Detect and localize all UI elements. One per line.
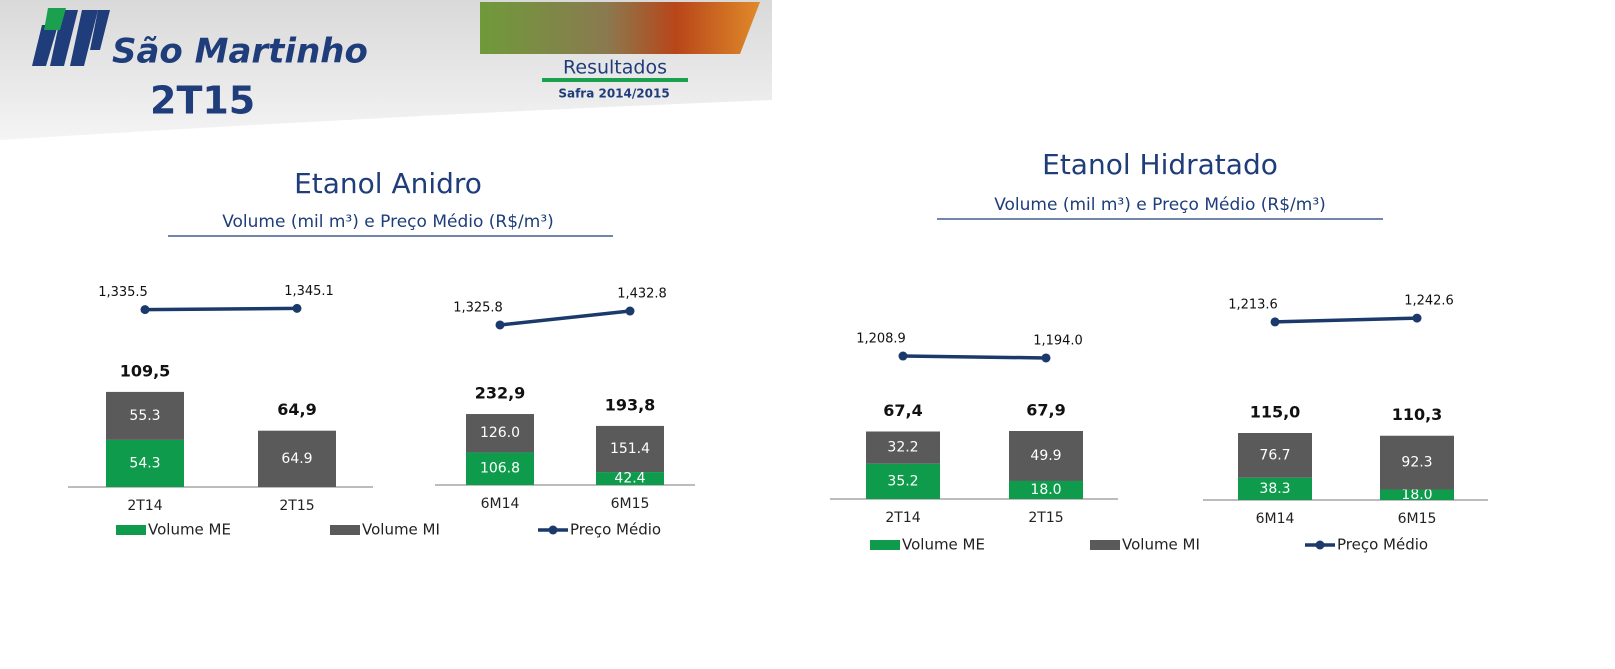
total-label: 67,4 xyxy=(883,401,922,420)
price-label: 1,242.6 xyxy=(1404,294,1454,309)
chart-title: Etanol Hidratado xyxy=(1042,148,1278,181)
bar-segment xyxy=(106,439,184,487)
bar-segment xyxy=(466,452,534,485)
segment-label: 76.7 xyxy=(1259,447,1290,463)
bar-segment xyxy=(866,431,940,464)
total-label: 232,9 xyxy=(475,384,526,403)
section: Resultados xyxy=(563,57,667,79)
price-label: 1,213.6 xyxy=(1228,297,1278,312)
price-label: 1,325.8 xyxy=(453,300,503,315)
legend-label: Volume ME xyxy=(902,536,985,554)
chart-title: Etanol Anidro xyxy=(294,167,482,200)
total-label: 115,0 xyxy=(1250,403,1301,422)
price-label: 1,194.0 xyxy=(1033,333,1083,348)
x-tick-label: 2T15 xyxy=(1028,510,1063,526)
period: 2T15 xyxy=(150,79,255,123)
bar-segment xyxy=(596,425,664,473)
segment-label: 106.8 xyxy=(480,461,520,477)
bar-segment xyxy=(596,472,664,485)
price-point xyxy=(292,303,302,313)
segment-label: 54.3 xyxy=(129,455,160,471)
chart-subtitle: Volume (mil m³) e Preço Médio (R$/m³) xyxy=(994,195,1326,215)
segment-label: 55.3 xyxy=(129,408,160,424)
price-line xyxy=(902,354,1047,360)
legend-label: Preço Médio xyxy=(1337,536,1428,554)
total-label: 67,9 xyxy=(1026,401,1065,420)
price-point xyxy=(140,305,150,315)
bar-segment xyxy=(1380,435,1454,490)
legend-label: Volume MI xyxy=(1122,536,1200,554)
legend-dot xyxy=(1315,540,1325,550)
price-point xyxy=(1270,317,1280,327)
legend-swatch xyxy=(870,540,900,550)
legend-label: Volume ME xyxy=(148,521,231,539)
x-tick-label: 6M14 xyxy=(1256,511,1295,527)
price-line xyxy=(499,309,631,327)
brand: São Martinho xyxy=(112,32,368,72)
x-tick-label: 2T14 xyxy=(127,498,162,514)
section-rule xyxy=(542,78,688,82)
legend-swatch xyxy=(116,525,146,535)
price-line xyxy=(144,306,298,312)
x-tick-label: 6M15 xyxy=(1398,511,1437,527)
legend-swatch xyxy=(330,525,360,535)
segment-label: 38.3 xyxy=(1259,481,1290,497)
segment-label: 18.0 xyxy=(1401,487,1432,503)
bar-segment xyxy=(258,430,336,487)
legend-swatch xyxy=(1090,540,1120,550)
chart-subtitle: Volume (mil m³) e Preço Médio (R$/m³) xyxy=(222,212,554,232)
bar-segment xyxy=(466,414,534,453)
price-point xyxy=(1412,313,1422,323)
legend-label: Preço Médio xyxy=(570,521,661,539)
segment-label: 64.9 xyxy=(281,451,312,467)
x-tick-label: 2T15 xyxy=(279,498,314,514)
price-line xyxy=(1274,316,1418,324)
price-label: 1,432.8 xyxy=(617,287,667,302)
segment-label: 49.9 xyxy=(1030,448,1061,464)
segment-label: 126.0 xyxy=(480,425,520,441)
price-label: 1,335.5 xyxy=(98,285,148,300)
segment-label: 18.0 xyxy=(1030,482,1061,498)
legend-label: Volume MI xyxy=(362,521,440,539)
bar-segment xyxy=(106,391,184,440)
bar-segment xyxy=(1238,433,1312,478)
legend-dot xyxy=(548,525,558,535)
price-point xyxy=(1041,353,1051,363)
price-point xyxy=(898,351,908,361)
segment-label: 32.2 xyxy=(887,440,918,456)
segment-label: 92.3 xyxy=(1401,455,1432,471)
bar-segment xyxy=(1009,431,1083,481)
price-label: 1,345.1 xyxy=(284,284,334,299)
x-tick-label: 2T14 xyxy=(885,510,920,526)
logo-mark xyxy=(32,8,110,66)
total-label: 193,8 xyxy=(605,395,656,414)
segment-label: 35.2 xyxy=(887,473,918,489)
price-label: 1,208.9 xyxy=(856,332,906,347)
segment-label: 42.4 xyxy=(614,471,645,487)
header-photo xyxy=(480,2,760,54)
x-tick-label: 6M14 xyxy=(481,496,520,512)
price-point xyxy=(495,320,505,330)
x-tick-label: 6M15 xyxy=(611,496,650,512)
total-label: 64,9 xyxy=(277,400,316,419)
bar-segment xyxy=(866,463,940,499)
bar-segment xyxy=(1238,477,1312,500)
price-point xyxy=(625,306,635,316)
total-label: 110,3 xyxy=(1392,405,1443,424)
total-label: 109,5 xyxy=(120,361,171,380)
bar-segment xyxy=(1380,489,1454,500)
segment-label: 151.4 xyxy=(610,441,650,457)
bar-segment xyxy=(1009,480,1083,499)
season: Safra 2014/2015 xyxy=(558,87,669,101)
